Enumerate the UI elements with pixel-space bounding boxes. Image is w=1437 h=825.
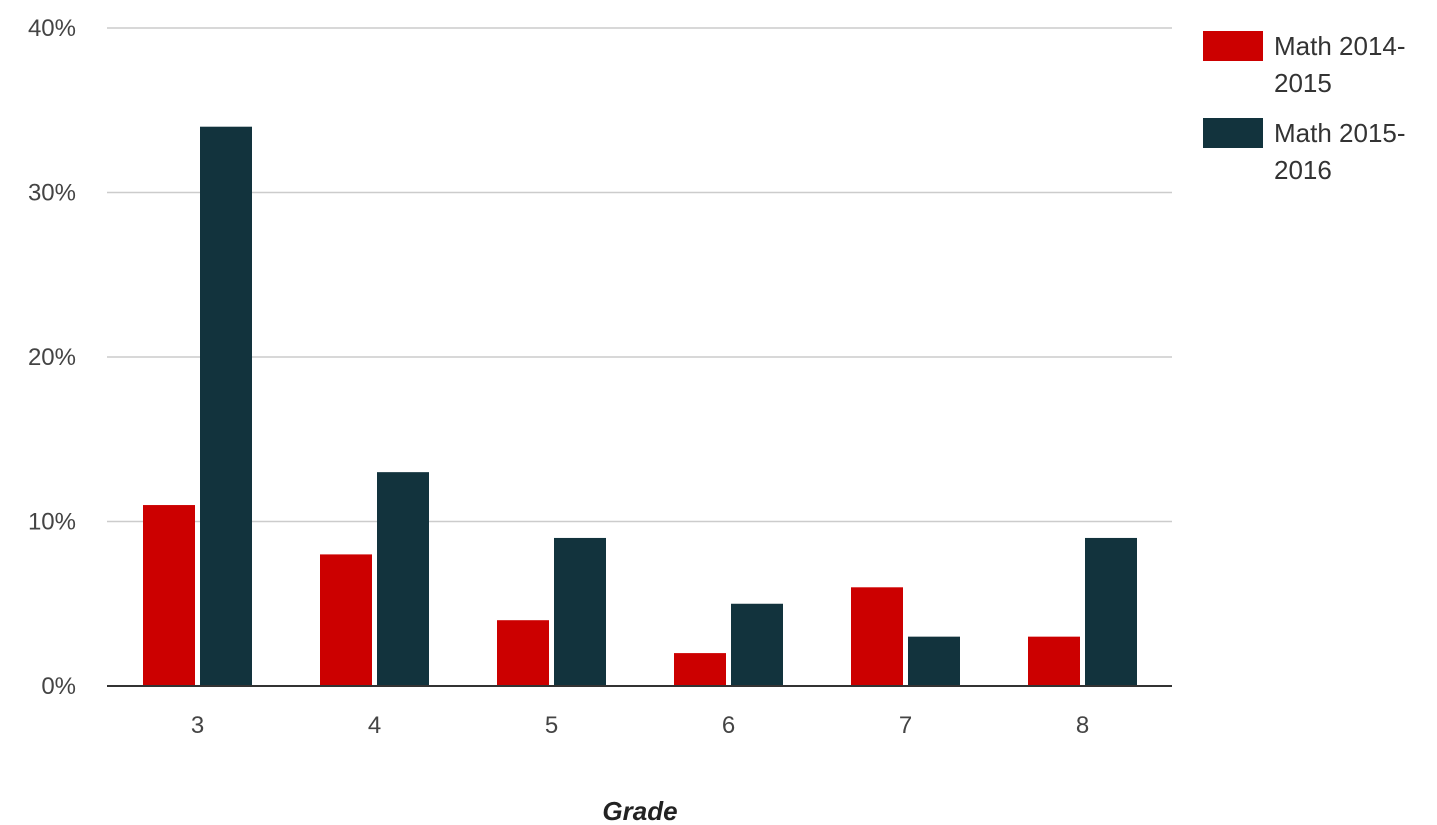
bar-grade-3-series-2 xyxy=(200,126,252,686)
x-tick-label: 6 xyxy=(722,712,735,739)
bar-grade-8-series-1 xyxy=(1028,636,1080,686)
bar-grade-6-series-2 xyxy=(731,603,783,686)
bar-grade-6-series-1 xyxy=(674,653,726,686)
x-tick-label: 8 xyxy=(1076,712,1089,739)
y-tick-label: 0% xyxy=(41,673,76,700)
bar-grade-3-series-1 xyxy=(143,505,195,686)
y-tick-label: 30% xyxy=(28,180,76,207)
legend-label: Math 2015- xyxy=(1274,118,1406,148)
legend-label: 2016 xyxy=(1274,155,1332,185)
y-tick-label: 20% xyxy=(28,344,76,371)
x-tick-label: 4 xyxy=(368,712,381,739)
legend-swatch-series-1 xyxy=(1203,31,1263,61)
bar-grade-4-series-1 xyxy=(320,554,372,686)
bar-grade-7-series-2 xyxy=(908,636,960,686)
x-axis-title: Grade xyxy=(602,796,677,825)
bar-grade-4-series-2 xyxy=(377,472,429,686)
legend-label: 2015 xyxy=(1274,68,1332,98)
bar-grade-5-series-1 xyxy=(497,620,549,686)
legend: Math 2014- 2015 Math 2015- 2016 xyxy=(1203,31,1406,185)
x-axis-tick-labels: 3 4 5 6 7 8 xyxy=(191,712,1089,739)
x-tick-label: 7 xyxy=(899,712,912,739)
bars xyxy=(143,126,1137,686)
y-tick-label: 40% xyxy=(28,15,76,42)
bar-grade-7-series-1 xyxy=(851,587,903,686)
legend-swatch-series-2 xyxy=(1203,118,1263,148)
bar-grade-5-series-2 xyxy=(554,537,606,686)
y-axis-tick-labels: 0% 10% 20% 30% 40% xyxy=(28,15,76,700)
bar-grade-8-series-2 xyxy=(1085,537,1137,686)
x-tick-label: 5 xyxy=(545,712,558,739)
x-tick-label: 3 xyxy=(191,712,204,739)
y-tick-label: 10% xyxy=(28,509,76,536)
gridlines xyxy=(107,27,1172,523)
legend-label: Math 2014- xyxy=(1274,31,1406,61)
